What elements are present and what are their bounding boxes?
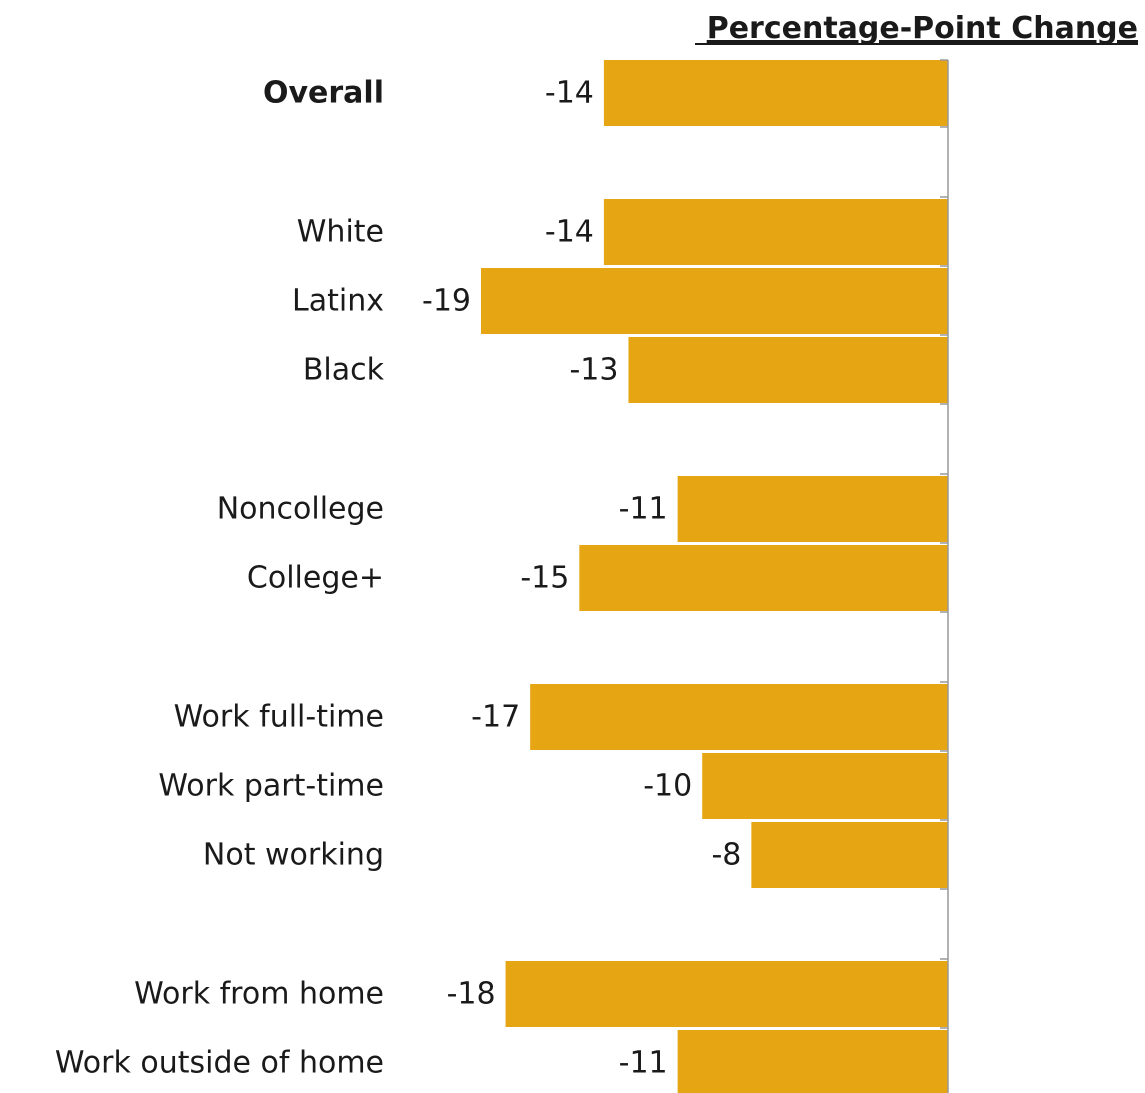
value-label-work-full-time: -17 xyxy=(471,700,520,735)
category-label-work-full-time: Work full-time xyxy=(174,700,384,735)
value-label-overall: -14 xyxy=(545,76,594,111)
category-label-college: College+ xyxy=(247,561,384,596)
value-label-not-working: -8 xyxy=(711,838,741,873)
category-label-overall: Overall xyxy=(263,76,384,111)
category-label-not-working: Not working xyxy=(203,838,384,873)
value-label-white: -14 xyxy=(545,215,594,250)
category-label-work-from-home: Work from home xyxy=(134,977,384,1012)
value-label-work-outside-of-home: -11 xyxy=(619,1046,668,1081)
category-label-white: White xyxy=(297,215,384,250)
bar-not-working xyxy=(751,822,948,888)
category-label-work-part-time: Work part-time xyxy=(158,769,384,804)
bars-group xyxy=(481,60,948,1093)
value-label-work-part-time: -10 xyxy=(643,769,692,804)
value-label-noncollege: -11 xyxy=(619,492,668,527)
value-axis xyxy=(940,59,949,1093)
bar-noncollege xyxy=(677,476,948,542)
category-label-work-outside-of-home: Work outside of home xyxy=(55,1046,384,1081)
category-label-black: Black xyxy=(303,353,385,388)
bar-work-from-home xyxy=(505,961,948,1027)
bar-latinx xyxy=(481,268,948,334)
bar-work-part-time xyxy=(702,753,948,819)
value-label-work-from-home: -18 xyxy=(447,977,496,1012)
chart-header: Percentage-Point Change xyxy=(707,11,1138,46)
value-labels-group: -14 -14 -19 -13 -11 -15 -17 -10 -8 -18 -11 xyxy=(422,76,741,1081)
category-label-latinx: Latinx xyxy=(292,284,384,319)
bar-black xyxy=(628,337,948,403)
category-labels-group: Overall White Latinx Black Noncollege College… xyxy=(55,76,385,1081)
category-label-noncollege: Noncollege xyxy=(217,492,384,527)
value-label-college: -15 xyxy=(520,561,569,596)
value-label-black: -13 xyxy=(569,353,618,388)
bar-overall xyxy=(603,60,948,126)
bar-work-outside-of-home xyxy=(677,1030,948,1093)
chart-header-group: Percentage-Point Change xyxy=(695,11,1138,46)
bar-college xyxy=(579,545,948,611)
bar-white xyxy=(603,199,948,265)
value-label-latinx: -19 xyxy=(422,284,471,319)
bar-work-full-time xyxy=(530,684,948,750)
